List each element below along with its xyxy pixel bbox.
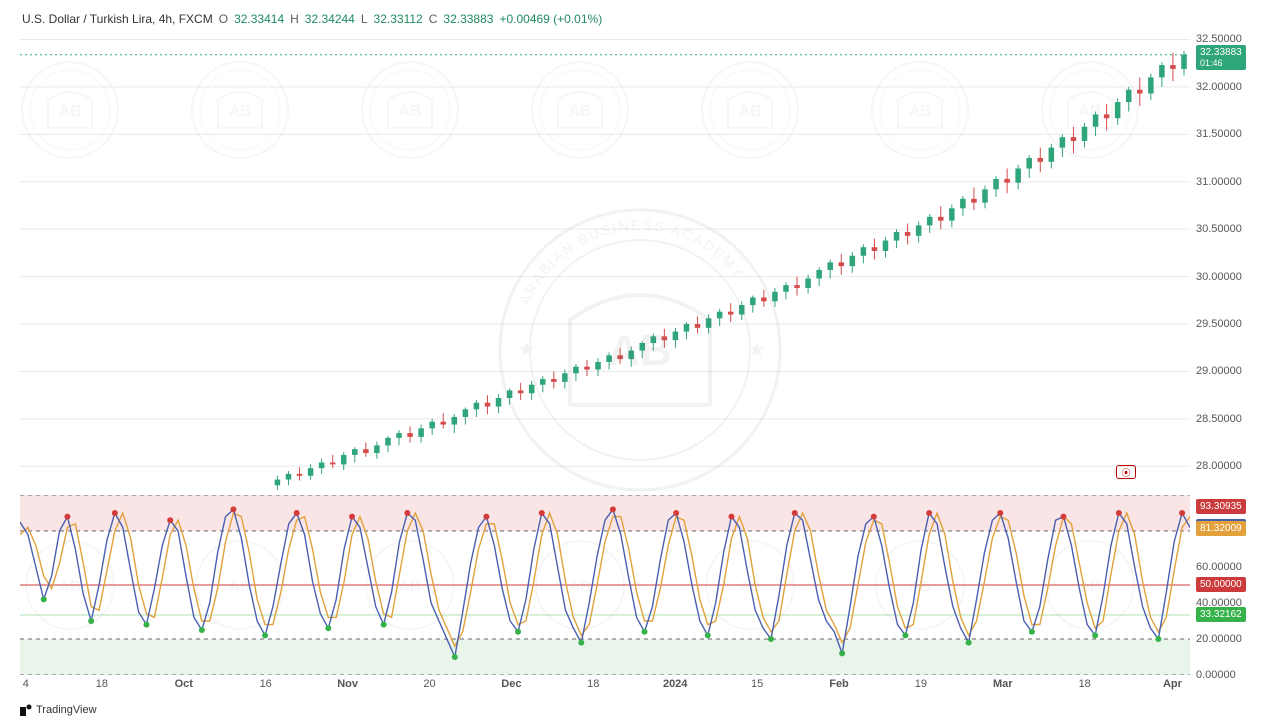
- svg-text:AB: AB: [569, 578, 591, 595]
- xaxis-tick: 2024: [663, 678, 687, 690]
- price-badge-value: 32.33883: [1200, 47, 1242, 58]
- stochastic-chart: AB AB AB AB AB AB AB: [20, 495, 1190, 675]
- symbol-label: U.S. Dollar / Turkish Lira, 4h, FXCM: [22, 12, 213, 26]
- low-label: L: [361, 12, 368, 26]
- xaxis-tick: Oct: [175, 678, 193, 690]
- xaxis-tick: 4: [23, 678, 29, 690]
- svg-text:AB: AB: [908, 103, 931, 120]
- xaxis-tick: Dec: [501, 678, 521, 690]
- osc-value-badge: 50.00000: [1196, 577, 1246, 592]
- xaxis-tick: 16: [260, 678, 272, 690]
- high-value: 32.34244: [305, 12, 355, 26]
- svg-text:AB: AB: [1078, 103, 1101, 120]
- svg-text:AB: AB: [909, 578, 931, 595]
- price-badge-countdown: 01:46: [1200, 58, 1242, 68]
- svg-text:AB: AB: [228, 103, 251, 120]
- xaxis-tick: Feb: [829, 678, 849, 690]
- svg-text:AB: AB: [568, 103, 591, 120]
- svg-text:AB: AB: [738, 103, 761, 120]
- svg-text:AB: AB: [398, 103, 421, 120]
- price-chart-panel[interactable]: AB AB AB AB AB AB AB: [20, 30, 1190, 490]
- svg-text:AB: AB: [58, 103, 81, 120]
- footer-brand: TradingView: [20, 704, 97, 716]
- time-xaxis: 4 18 Oct 16 Nov 20 Dec 18 2024 15 Feb 19 Mar 18 Apr: [20, 678, 1190, 698]
- country-flag-icon: ⦿: [1116, 465, 1136, 479]
- svg-text:AB: AB: [399, 578, 421, 595]
- osc-value-badge: 33.32162: [1196, 607, 1246, 622]
- xaxis-tick: 20: [423, 678, 435, 690]
- low-value: 32.33112: [374, 12, 423, 26]
- open-value: 32.33414: [234, 12, 284, 26]
- current-price-badge: 32.33883 01:46: [1196, 45, 1246, 70]
- svg-text:AB: AB: [229, 578, 251, 595]
- xaxis-tick: Mar: [993, 678, 1013, 690]
- footer-brand-text: TradingView: [36, 704, 97, 716]
- close-label: C: [429, 12, 438, 26]
- xaxis-tick: 18: [587, 678, 599, 690]
- high-label: H: [290, 12, 299, 26]
- candlestick-chart: AB AB AB AB AB AB AB: [20, 30, 1190, 490]
- osc-value-badge: 81.32009: [1196, 521, 1246, 536]
- ohlc-header: U.S. Dollar / Turkish Lira, 4h, FXCM O 32…: [22, 12, 602, 26]
- xaxis-tick: 19: [915, 678, 927, 690]
- svg-text:AB: AB: [1079, 578, 1101, 595]
- xaxis-tick: Apr: [1163, 678, 1182, 690]
- osc-value-badge: 93.30935: [1196, 499, 1246, 514]
- xaxis-tick: 18: [1079, 678, 1091, 690]
- xaxis-tick: 15: [751, 678, 763, 690]
- open-label: O: [219, 12, 228, 26]
- xaxis-tick: Nov: [337, 678, 358, 690]
- svg-text:AB: AB: [59, 578, 81, 595]
- close-value: 32.33883: [443, 12, 493, 26]
- xaxis-tick: 18: [96, 678, 108, 690]
- svg-text:AB: AB: [739, 578, 761, 595]
- oscillator-panel[interactable]: AB AB AB AB AB AB AB: [20, 495, 1190, 675]
- change-value: +0.00469 (+0.01%): [499, 12, 602, 26]
- chart-root: U.S. Dollar / Turkish Lira, 4h, FXCM O 32…: [0, 0, 1280, 720]
- tradingview-logo-icon: [20, 704, 32, 716]
- price-yaxis: 28.0000028.5000029.0000029.5000030.00000…: [1196, 30, 1276, 490]
